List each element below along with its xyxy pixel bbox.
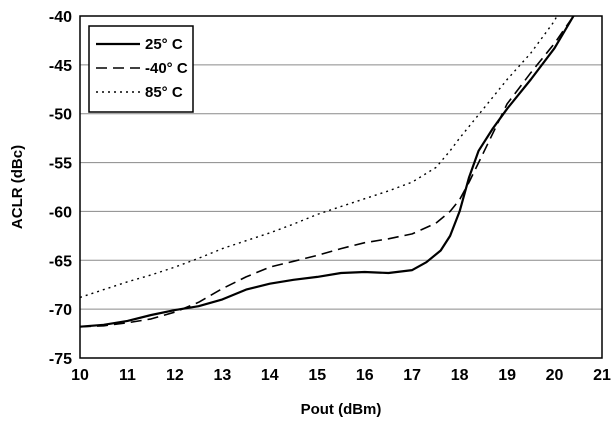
x-tick-label: 16 xyxy=(356,367,374,384)
plot-area-border xyxy=(79,15,603,359)
series-line-1 xyxy=(79,15,575,328)
x-tick-label: 21 xyxy=(593,367,611,384)
x-tick-label: 19 xyxy=(498,367,516,384)
y-tick-label: -45 xyxy=(49,58,72,75)
x-axis-ticks: 10 11 12 13 14 15 16 17 18 19 20 21 xyxy=(71,367,611,384)
grid-lines xyxy=(80,64,602,310)
y-tick-label: -55 xyxy=(49,156,72,173)
x-tick-label: 14 xyxy=(261,367,279,384)
plot-series xyxy=(79,15,575,328)
y-tick-label: -60 xyxy=(49,204,72,221)
x-tick-label: 10 xyxy=(71,367,89,384)
legend: 25° C -40° C 85° C xyxy=(88,25,194,113)
y-tick-label: -75 xyxy=(49,351,72,368)
legend-label: -40° C xyxy=(145,60,188,77)
x-tick-label: 11 xyxy=(119,367,136,384)
y-tick-label: -70 xyxy=(49,302,72,319)
y-axis-title: ACLR (dBc) xyxy=(9,145,26,229)
y-tick-label: -40 xyxy=(49,9,72,26)
x-tick-label: 20 xyxy=(546,367,564,384)
x-tick-label: 12 xyxy=(166,367,184,384)
series-line-3 xyxy=(79,15,558,299)
y-tick-label: -50 xyxy=(49,107,72,124)
legend-label: 85° C xyxy=(145,84,183,101)
x-tick-label: 18 xyxy=(451,367,469,384)
x-tick-label: 17 xyxy=(403,367,421,384)
x-tick-label: 15 xyxy=(308,367,326,384)
x-axis-title: Pout (dBm) xyxy=(301,401,382,418)
legend-box xyxy=(88,25,194,113)
series-line-2 xyxy=(79,15,575,328)
x-tick-label: 13 xyxy=(213,367,231,384)
y-axis-ticks: -40 -45 -50 -55 -60 -65 -70 -75 xyxy=(49,9,72,368)
y-tick-label: -65 xyxy=(49,253,72,270)
legend-label: 25° C xyxy=(145,36,183,53)
